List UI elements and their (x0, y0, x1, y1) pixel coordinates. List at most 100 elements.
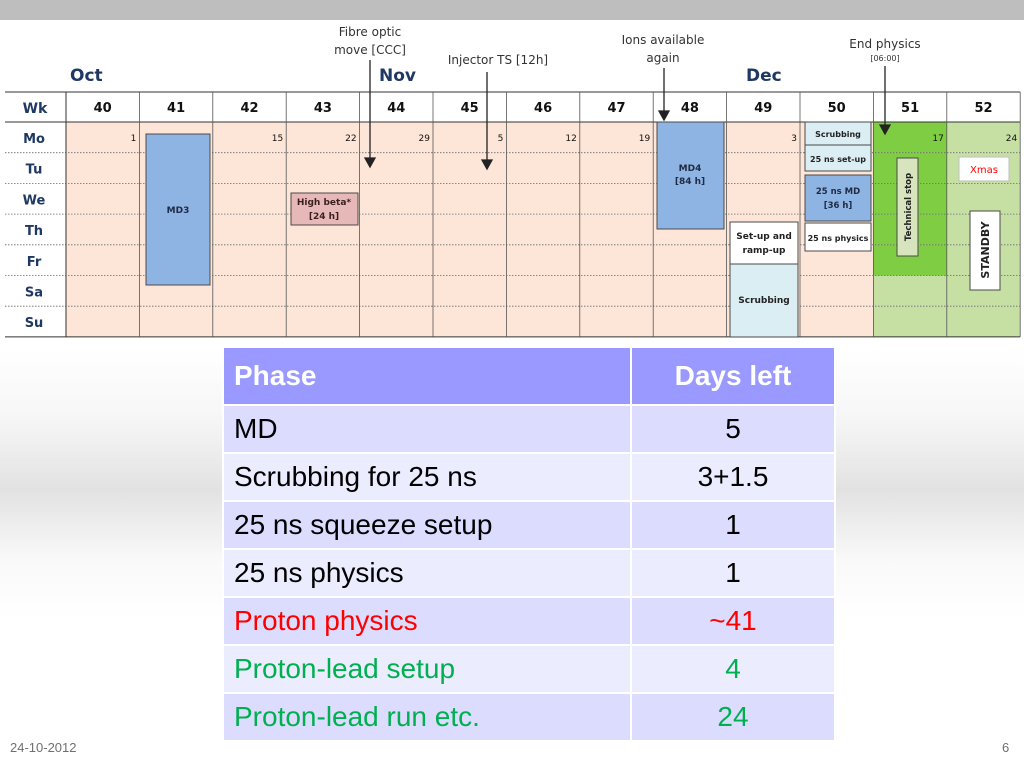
calendar-cell (212, 152, 287, 184)
calendar-cell (653, 275, 727, 307)
calendar-cell (212, 275, 287, 307)
calendar-cell (946, 306, 1021, 337)
week-number: 51 (901, 101, 919, 116)
annotation-fibre-optic-line1: Fibre optic (339, 25, 401, 39)
calendar-cell (286, 275, 360, 307)
calendar-cell (433, 183, 507, 215)
week-number: 52 (974, 101, 992, 116)
week-number: 49 (754, 101, 772, 116)
calendar-cell (359, 306, 433, 337)
week-number: 40 (94, 101, 112, 116)
calendar-cell (212, 244, 287, 276)
calendar-cell (873, 306, 947, 337)
table-row: 25 ns physics 1 (222, 548, 836, 598)
ns25-md-label-line2: [36 h] (824, 201, 853, 211)
week-number: 50 (828, 101, 846, 116)
month-label-oct: Oct (70, 66, 103, 86)
calendar-cell (579, 244, 654, 276)
month-label-nov: Nov (379, 66, 416, 86)
week-number: 48 (681, 101, 699, 116)
table-row: Proton-lead setup 4 (222, 644, 836, 694)
day-label: Tu (26, 163, 43, 178)
week-number: 44 (387, 101, 405, 116)
table-row: MD 5 (222, 404, 836, 454)
arrow-fibre-optic-head (363, 157, 377, 169)
calendar-cell (653, 244, 727, 276)
phase-days-table: Phase Days left MD 5 Scrubbing for 25 ns 3+… (222, 346, 836, 742)
table-header-row: Phase Days left (222, 346, 836, 406)
calendar-cell (800, 275, 874, 307)
days-left-cell: 1 (630, 500, 836, 550)
monday-date: 5 (498, 134, 504, 144)
calendar-cell (433, 214, 507, 245)
calendar-cell (506, 275, 580, 307)
calendar-cell (66, 214, 140, 245)
annotation-end-physics: End physics (849, 37, 920, 51)
calendar-cell (359, 122, 433, 153)
calendar-cell (579, 122, 654, 153)
calendar-cell (286, 306, 360, 337)
calendar-cell (506, 122, 580, 153)
calendar-cell (212, 306, 287, 337)
calendar-cell (506, 244, 580, 276)
phase-cell: Proton-lead setup (222, 644, 632, 694)
days-left-cell: 5 (630, 404, 836, 454)
ns25-md-block (804, 174, 872, 222)
calendar-cell (579, 275, 654, 307)
monday-date: 29 (419, 134, 431, 144)
md4-label-line2: [84 h] (675, 177, 705, 187)
annotation-ions-line2: again (646, 51, 679, 65)
week-number: 47 (607, 101, 625, 116)
setup-ramp-label-line1: Set-up and (736, 232, 792, 242)
phase-cell: 25 ns squeeze setup (222, 500, 632, 550)
calendar-cell (873, 275, 947, 307)
annotation-fibre-optic-line2: move [CCC] (334, 43, 406, 57)
scrubbing-week49-label: Scrubbing (738, 296, 789, 306)
monday-date: 3 (791, 134, 797, 144)
days-left-cell: 1 (630, 548, 836, 598)
calendar-cell (946, 183, 1021, 215)
arrow-injector-ts-head (480, 159, 494, 171)
week-number: 45 (461, 101, 479, 116)
technical-stop-label: Technical stop (904, 173, 914, 241)
table-row: Proton-lead run etc. 24 (222, 692, 836, 742)
calendar-cell (726, 122, 800, 153)
calendar-cell (66, 306, 140, 337)
calendar-cell (800, 306, 874, 337)
annotation-end-physics-time: [06:00] (870, 54, 899, 63)
standby-label: STANDBY (979, 220, 992, 278)
ns25-setup-block (804, 144, 872, 172)
md3-label: MD3 (167, 206, 190, 216)
top-bar (0, 0, 1024, 20)
setup-ramp-label-line2: ramp-up (743, 246, 786, 256)
week-number: 43 (314, 101, 332, 116)
ns25-setup-label: 25 ns set-up (810, 155, 866, 164)
table-row: 25 ns squeeze setup 1 (222, 500, 836, 550)
arrow-ions-head (657, 110, 671, 122)
phase-cell: 25 ns physics (222, 548, 632, 598)
calendar-cell (66, 244, 140, 276)
table-row: Proton physics ~41 (222, 596, 836, 646)
calendar-cell (506, 214, 580, 245)
days-left-cell: 4 (630, 644, 836, 694)
header-days-left: Days left (630, 346, 836, 406)
header-phase: Phase (222, 346, 632, 406)
monday-date: 12 (565, 134, 576, 144)
month-label-dec: Dec (746, 66, 782, 86)
arrow-end-physics-head (878, 124, 892, 136)
calendar-cell (66, 122, 140, 153)
monday-date: 15 (272, 134, 283, 144)
scrubbing-week50-label: Scrubbing (815, 130, 861, 139)
day-label: Sa (25, 286, 43, 301)
footer-page-number: 6 (1002, 740, 1010, 755)
high-beta-label-line1: High beta* (297, 198, 352, 208)
calendar-labels: Wk 40 41 42 43 44 45 46 47 48 49 50 51 52MoTuWeThFrSa… (23, 101, 1018, 331)
calendar-cell (286, 152, 360, 184)
day-label: Th (25, 224, 43, 239)
md3-block (145, 133, 211, 286)
monday-date: 19 (639, 134, 651, 144)
calendar-cell (506, 152, 580, 184)
calendar-cell (66, 183, 140, 215)
wk-label: Wk (23, 101, 48, 117)
day-label: We (23, 193, 46, 208)
